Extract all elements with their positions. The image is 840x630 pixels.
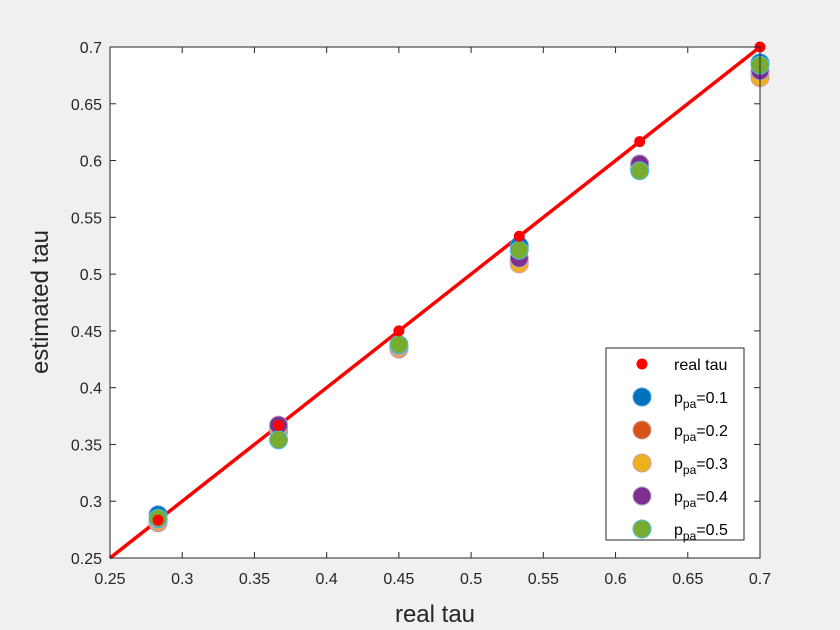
point-real-tau (152, 514, 164, 526)
legend-entry-label: real tau (674, 357, 727, 374)
legend-label-subscript: pa (683, 397, 697, 411)
y-tick-label: 0.35 (71, 437, 102, 454)
legend-label-subscript: pa (683, 529, 697, 543)
legend-entry-label: ppa=0.2 (674, 423, 728, 444)
legend-label-base: p (674, 456, 683, 473)
legend-label-subscript: pa (683, 463, 697, 477)
ticks-layer: 0.25 0.3 0.35 0.4 0.45 0.5 0.55 0.6 0.65 0.7 0.25 0… (71, 40, 771, 588)
x-tick-label: 0.55 (528, 571, 559, 588)
x-tick-label: 0.45 (383, 571, 414, 588)
legend-label-base: p (674, 522, 683, 539)
point-real-tau (513, 230, 525, 242)
point-p-pa-0-5 (269, 430, 289, 450)
y-tick-label: 0.25 (71, 551, 102, 568)
y-axis-label: estimated tau (27, 230, 54, 374)
reference-line (108, 45, 762, 560)
point-p-pa-0-5 (389, 335, 409, 355)
x-tick-label: 0.5 (460, 571, 482, 588)
y-tick-label: 0.4 (80, 381, 102, 398)
legend-label-suffix: =0.2 (696, 423, 728, 440)
legend-marker (632, 453, 652, 473)
y-tick-label: 0.55 (71, 210, 102, 227)
legend-marker (632, 486, 652, 506)
legend-label-base: real tau (674, 357, 727, 374)
legend-label-base: p (674, 390, 683, 407)
legend-marker (632, 387, 652, 407)
legend-label-suffix: =0.1 (696, 390, 728, 407)
point-real-tau (393, 325, 405, 337)
y-tick-label: 0.3 (80, 494, 102, 511)
legend: real tauppa=0.1ppa=0.2ppa=0.3ppa=0.4ppa=… (605, 347, 745, 543)
legend-label-suffix: =0.5 (696, 522, 728, 539)
point-p-pa-0-5 (509, 240, 529, 260)
y-tick-label: 0.5 (80, 267, 102, 284)
plot-frame (109, 46, 761, 559)
legend-entry-label: ppa=0.5 (674, 522, 728, 543)
point-p-pa-0-5 (630, 161, 650, 181)
point-real-tau (273, 419, 285, 431)
legend-entry-label: ppa=0.4 (674, 489, 728, 510)
legend-marker (632, 519, 652, 539)
legend-marker (636, 358, 648, 370)
x-tick-label: 0.3 (171, 571, 193, 588)
legend-box (605, 347, 745, 541)
legend-entry-label: ppa=0.3 (674, 456, 728, 477)
legend-label-suffix: =0.4 (696, 489, 728, 506)
line-layer (108, 45, 762, 560)
y-tick-label: 0.7 (80, 40, 102, 57)
legend-entry-label: ppa=0.1 (674, 390, 728, 411)
x-tick-label: 0.7 (749, 571, 771, 588)
legend-label-base: p (674, 489, 683, 506)
x-tick-label: 0.6 (604, 571, 626, 588)
x-tick-label: 0.65 (672, 571, 703, 588)
x-tick-label: 0.25 (94, 571, 125, 588)
points-layer (148, 41, 770, 533)
x-tick-label: 0.4 (316, 571, 338, 588)
y-tick-label: 0.65 (71, 97, 102, 114)
y-tick-label: 0.6 (80, 154, 102, 171)
legend-label-subscript: pa (683, 430, 697, 444)
legend-label-suffix: =0.3 (696, 456, 728, 473)
legend-label-subscript: pa (683, 496, 697, 510)
legend-label-base: p (674, 423, 683, 440)
x-tick-label: 0.35 (239, 571, 270, 588)
legend-marker (632, 420, 652, 440)
x-axis-label: real tau (395, 601, 475, 628)
y-tick-label: 0.45 (71, 324, 102, 341)
point-real-tau (634, 136, 646, 148)
